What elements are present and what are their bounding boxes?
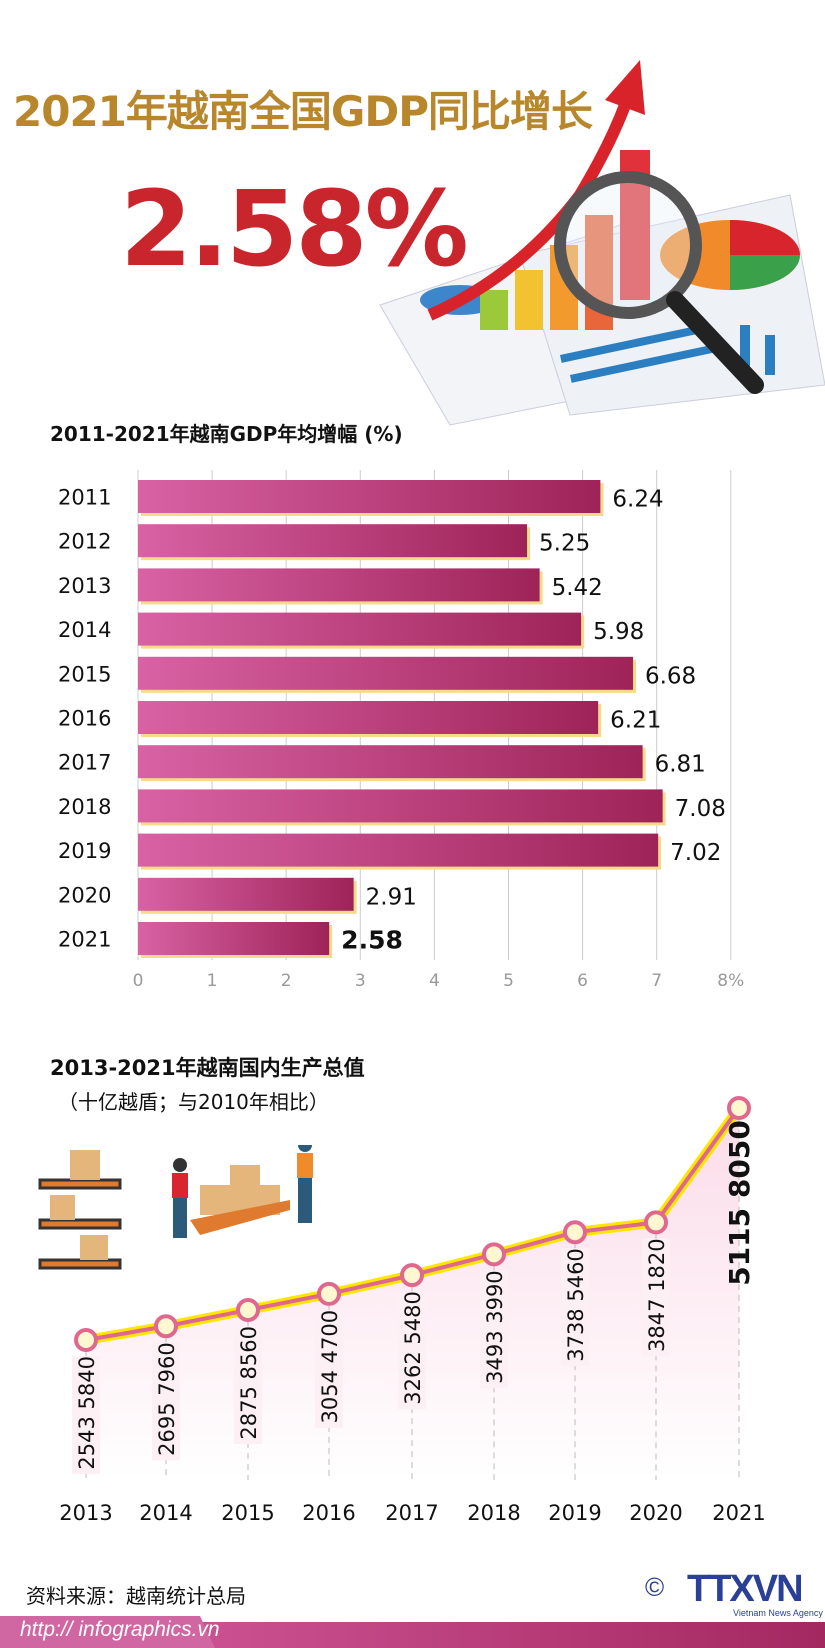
value-label: 6.24 xyxy=(612,487,663,513)
x-tick-label: 0 xyxy=(133,971,144,991)
bar xyxy=(138,789,663,823)
data-point xyxy=(317,1281,341,1306)
boxes-icon xyxy=(50,1150,280,1260)
data-label: 2875 8560 xyxy=(237,1326,261,1440)
year-label: 2013 xyxy=(58,574,111,598)
x-tick-label: 2 xyxy=(281,971,292,991)
bar xyxy=(138,745,643,779)
data-label: 3847 1820 xyxy=(645,1238,669,1352)
x-tick-label: 4 xyxy=(429,971,440,991)
value-label: 5.25 xyxy=(539,531,590,557)
data-label: 2543 5840 xyxy=(75,1356,99,1470)
x-axis-label: 2021 xyxy=(712,1501,765,1525)
x-tick-label: 8% xyxy=(717,971,744,991)
data-point xyxy=(400,1263,424,1288)
bar-chart-title: 2011-2021年越南GDP年均增幅 (%) xyxy=(50,422,403,446)
label-bg xyxy=(480,1270,508,1389)
value-label: 2.91 xyxy=(366,884,417,910)
bar xyxy=(138,568,540,602)
bar xyxy=(138,612,582,646)
value-label: 2.58 xyxy=(341,926,403,955)
label-bg xyxy=(315,1309,343,1428)
bar-chart: 0 1 2 3 4 5 6 7 8% 2011 6.24 2012 5.25 2013 5.42 2014 5.… xyxy=(58,470,744,991)
value-label: 6.21 xyxy=(610,708,661,734)
year-label: 2017 xyxy=(58,751,111,775)
bar xyxy=(138,922,330,955)
data-point xyxy=(727,1095,751,1120)
worker-icon xyxy=(172,1145,313,1238)
x-axis-label: 2013 xyxy=(59,1501,112,1525)
x-axis-label: 2017 xyxy=(385,1501,438,1525)
year-label: 2020 xyxy=(58,883,111,907)
bar xyxy=(138,877,354,911)
data-point xyxy=(482,1242,506,1267)
line-chart-subtitle: （十亿越盾；与2010年相比） xyxy=(58,1090,329,1114)
x-tick-label: 7 xyxy=(651,971,662,991)
headline-value: 2.58% xyxy=(120,168,469,290)
label-bg xyxy=(234,1326,262,1445)
x-tick-label: 6 xyxy=(577,971,588,991)
x-axis-label: 2016 xyxy=(302,1501,355,1525)
year-label: 2016 xyxy=(58,707,111,731)
data-point xyxy=(154,1314,178,1339)
data-point xyxy=(563,1220,587,1245)
x-axis-label: 2019 xyxy=(548,1501,601,1525)
x-tick-label: 5 xyxy=(503,971,514,991)
footer-url-link[interactable]: http:// infographics.vn xyxy=(20,1618,220,1641)
data-label: 3054 4700 xyxy=(318,1310,342,1424)
label-bg xyxy=(72,1356,100,1474)
label-bg xyxy=(398,1291,426,1410)
bars-3d-icon xyxy=(480,150,650,330)
label-bg xyxy=(642,1238,670,1357)
year-label: 2018 xyxy=(58,795,111,819)
data-label: 3262 5480 xyxy=(401,1291,425,1405)
year-label: 2021 xyxy=(58,928,111,952)
data-label: 5115 8050 xyxy=(723,1120,756,1286)
copyright-icon: © xyxy=(645,1572,665,1602)
bar xyxy=(138,656,633,690)
x-tick-label: 3 xyxy=(355,971,366,991)
bar xyxy=(138,701,599,734)
year-label: 2019 xyxy=(58,839,111,863)
x-axis-label: 2018 xyxy=(467,1501,520,1525)
label-bg xyxy=(152,1342,180,1461)
data-label: 2695 7960 xyxy=(155,1342,179,1456)
line-chart: 2543 5840 2013 2695 7960 2014 2875 8560 2015 3… xyxy=(59,1095,766,1525)
x-tick-label: 1 xyxy=(207,971,218,991)
x-axis-label: 2020 xyxy=(629,1501,682,1525)
growth-chart-illustration xyxy=(379,60,825,426)
bar xyxy=(138,524,528,558)
value-label: 5.42 xyxy=(552,575,603,601)
footer-url-tab xyxy=(0,1616,215,1648)
logo-text: TTXVN xyxy=(687,1568,804,1610)
value-label: 6.68 xyxy=(645,663,696,689)
x-axis-label: 2014 xyxy=(139,1501,192,1525)
year-label: 2012 xyxy=(58,530,111,554)
value-label: 5.98 xyxy=(593,619,644,645)
year-label: 2011 xyxy=(58,486,111,510)
x-axis-label: 2015 xyxy=(221,1501,274,1525)
line-chart-title: 2013-2021年越南国内生产总值 xyxy=(50,1056,365,1080)
data-point xyxy=(74,1328,98,1352)
value-label: 7.02 xyxy=(670,840,721,866)
bar xyxy=(138,833,659,867)
value-label: 7.08 xyxy=(675,796,726,822)
data-label: 3493 3990 xyxy=(483,1270,507,1384)
paper-bars-icon xyxy=(559,323,775,383)
data-point xyxy=(644,1210,668,1235)
label-bg xyxy=(561,1248,589,1367)
agency-name: Vietnam News Agency xyxy=(733,1608,823,1618)
value-label: 6.81 xyxy=(655,752,706,778)
page-title: 2021年越南全国GDP同比增长 xyxy=(13,87,593,136)
warehouse-workers-illustration xyxy=(38,1145,313,1270)
bar xyxy=(138,480,601,513)
magnifier-icon xyxy=(554,171,764,394)
source-note: 资料来源：越南统计总局 xyxy=(26,1584,246,1608)
data-point xyxy=(236,1298,260,1323)
year-label: 2015 xyxy=(58,662,111,686)
year-label: 2014 xyxy=(58,618,111,642)
data-label: 3738 5460 xyxy=(564,1248,588,1362)
